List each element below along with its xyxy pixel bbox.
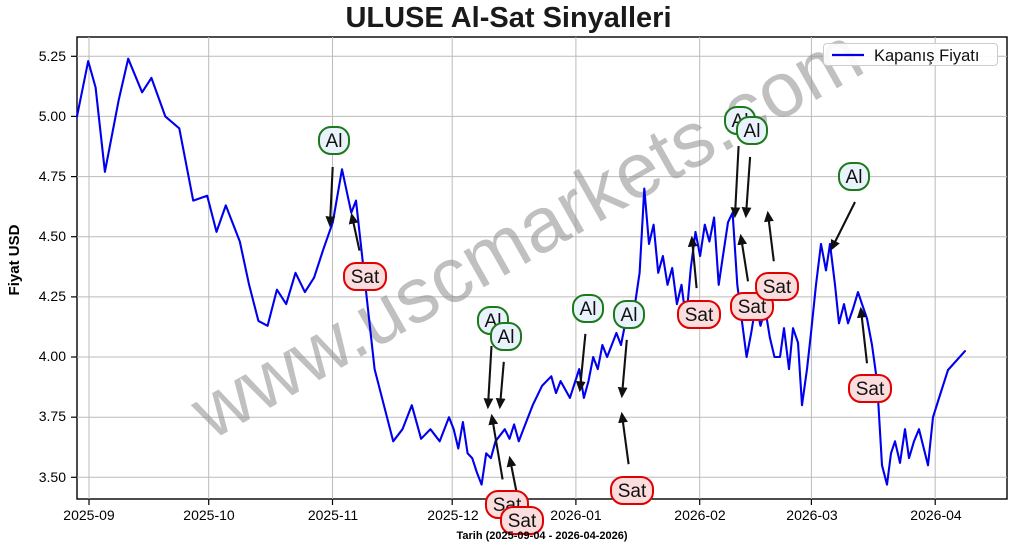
svg-text:Kapanış Fiyatı: Kapanış Fiyatı (874, 47, 979, 65)
